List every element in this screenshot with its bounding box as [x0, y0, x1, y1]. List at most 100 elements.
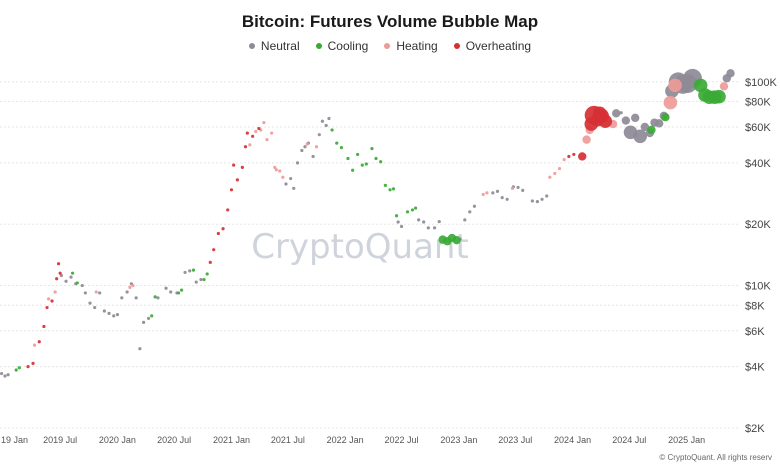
y-axis: $2K $4K $6K $8K $10K $20K $40K $60K $80K $100K: [745, 77, 777, 435]
watermark: CryptoQuant: [251, 227, 469, 267]
data-point: [324, 123, 328, 128]
data-point: [83, 291, 87, 295]
x-axis: 19 Jan 2019 Jul 2020 Jan 2020 Jul 2021 Jan 20…: [1, 435, 705, 445]
legend-label-cooling: Cooling: [327, 39, 369, 53]
data-point: [265, 138, 269, 142]
legend-swatch-overheating: [453, 43, 460, 49]
data-point: [284, 182, 288, 186]
data-point: [120, 296, 124, 300]
gridlines: [0, 81, 738, 429]
data-point: [208, 260, 212, 264]
data-point: [394, 214, 399, 218]
legend-item-cooling[interactable]: Cooling: [315, 39, 369, 53]
data-point: [115, 313, 120, 317]
x-tick-label: 2019 Jul: [43, 435, 77, 445]
data-point: [80, 283, 84, 288]
y-tick-label: $10K: [745, 281, 771, 293]
data-point: [56, 262, 61, 266]
data-point: [146, 316, 151, 320]
data-point: [314, 145, 319, 149]
data-point: [726, 69, 735, 78]
legend-label-overheating: Overheating: [465, 39, 532, 53]
data-point: [199, 277, 203, 282]
data-point: [278, 169, 282, 173]
data-point: [370, 146, 374, 151]
data-point: [191, 268, 196, 272]
data-point: [472, 204, 477, 208]
data-point: [274, 168, 278, 172]
data-point: [176, 291, 181, 295]
data-point: [156, 296, 160, 300]
data-point: [289, 176, 293, 181]
y-tick-label: $60K: [745, 122, 771, 134]
data-point: [300, 148, 304, 153]
data-point: [59, 273, 63, 278]
data-point: [17, 366, 21, 370]
x-tick-label: 2021 Jul: [271, 435, 305, 445]
data-point: [32, 343, 37, 347]
y-tick-label: $40K: [745, 158, 771, 170]
data-point: [437, 219, 441, 224]
data-point: [6, 373, 10, 377]
data-point: [346, 156, 350, 161]
data-point: [240, 165, 244, 169]
data-point: [548, 175, 552, 179]
data-point: [305, 142, 309, 146]
data-point: [131, 283, 135, 288]
data-point: [303, 145, 307, 149]
x-tick-label: 2022 Jan: [327, 435, 364, 445]
data-point: [55, 277, 59, 281]
data-point: [399, 224, 404, 229]
legend-item-overheating[interactable]: Overheating: [453, 39, 532, 53]
copyright-notice: © CryptoQuant. All rights reserv: [659, 453, 772, 462]
data-point: [405, 210, 410, 214]
data-point: [64, 279, 68, 283]
data-point: [281, 175, 285, 179]
data-point: [452, 235, 461, 245]
data-point: [183, 270, 187, 275]
data-point: [270, 131, 274, 135]
data-point: [567, 154, 571, 159]
data-point: [521, 188, 525, 193]
data-point: [422, 220, 426, 224]
x-tick-label: 2020 Jan: [99, 435, 136, 445]
y-tick-label: $80K: [745, 97, 771, 109]
data-point: [557, 166, 562, 171]
data-point: [647, 125, 656, 135]
data-point: [582, 135, 591, 144]
data-point: [417, 218, 421, 222]
data-point: [128, 285, 132, 289]
data-point: [463, 218, 467, 222]
data-point: [668, 78, 682, 93]
data-point: [125, 290, 129, 294]
x-tick-label: 2024 Jan: [554, 435, 591, 445]
data-point: [611, 109, 621, 118]
data-point: [481, 192, 485, 197]
y-tick-label: $2K: [745, 423, 765, 435]
data-point: [138, 347, 142, 351]
data-point: [14, 368, 18, 372]
data-point: [26, 365, 30, 369]
legend-item-heating[interactable]: Heating: [384, 39, 438, 53]
legend-label-neutral: Neutral: [260, 39, 300, 53]
data-point: [216, 231, 220, 236]
data-point: [31, 361, 35, 365]
data-point: [535, 200, 539, 204]
series-cooling: [14, 78, 726, 372]
data-point: [495, 189, 500, 193]
x-tick-label: 2020 Jul: [157, 435, 191, 445]
data-point: [516, 185, 520, 190]
legend-swatch-neutral: [248, 43, 255, 49]
data-point: [180, 288, 184, 292]
data-point: [0, 371, 4, 376]
chart-title: Bitcoin: Futures Volume Bubble Map: [241, 12, 539, 31]
legend-item-neutral[interactable]: Neutral: [248, 39, 300, 53]
data-point: [619, 111, 623, 115]
data-point: [273, 165, 277, 169]
data-point: [356, 152, 360, 157]
data-point: [70, 271, 75, 275]
legend-swatch-cooling: [315, 43, 322, 49]
data-point: [102, 309, 106, 313]
data-point: [633, 129, 647, 144]
